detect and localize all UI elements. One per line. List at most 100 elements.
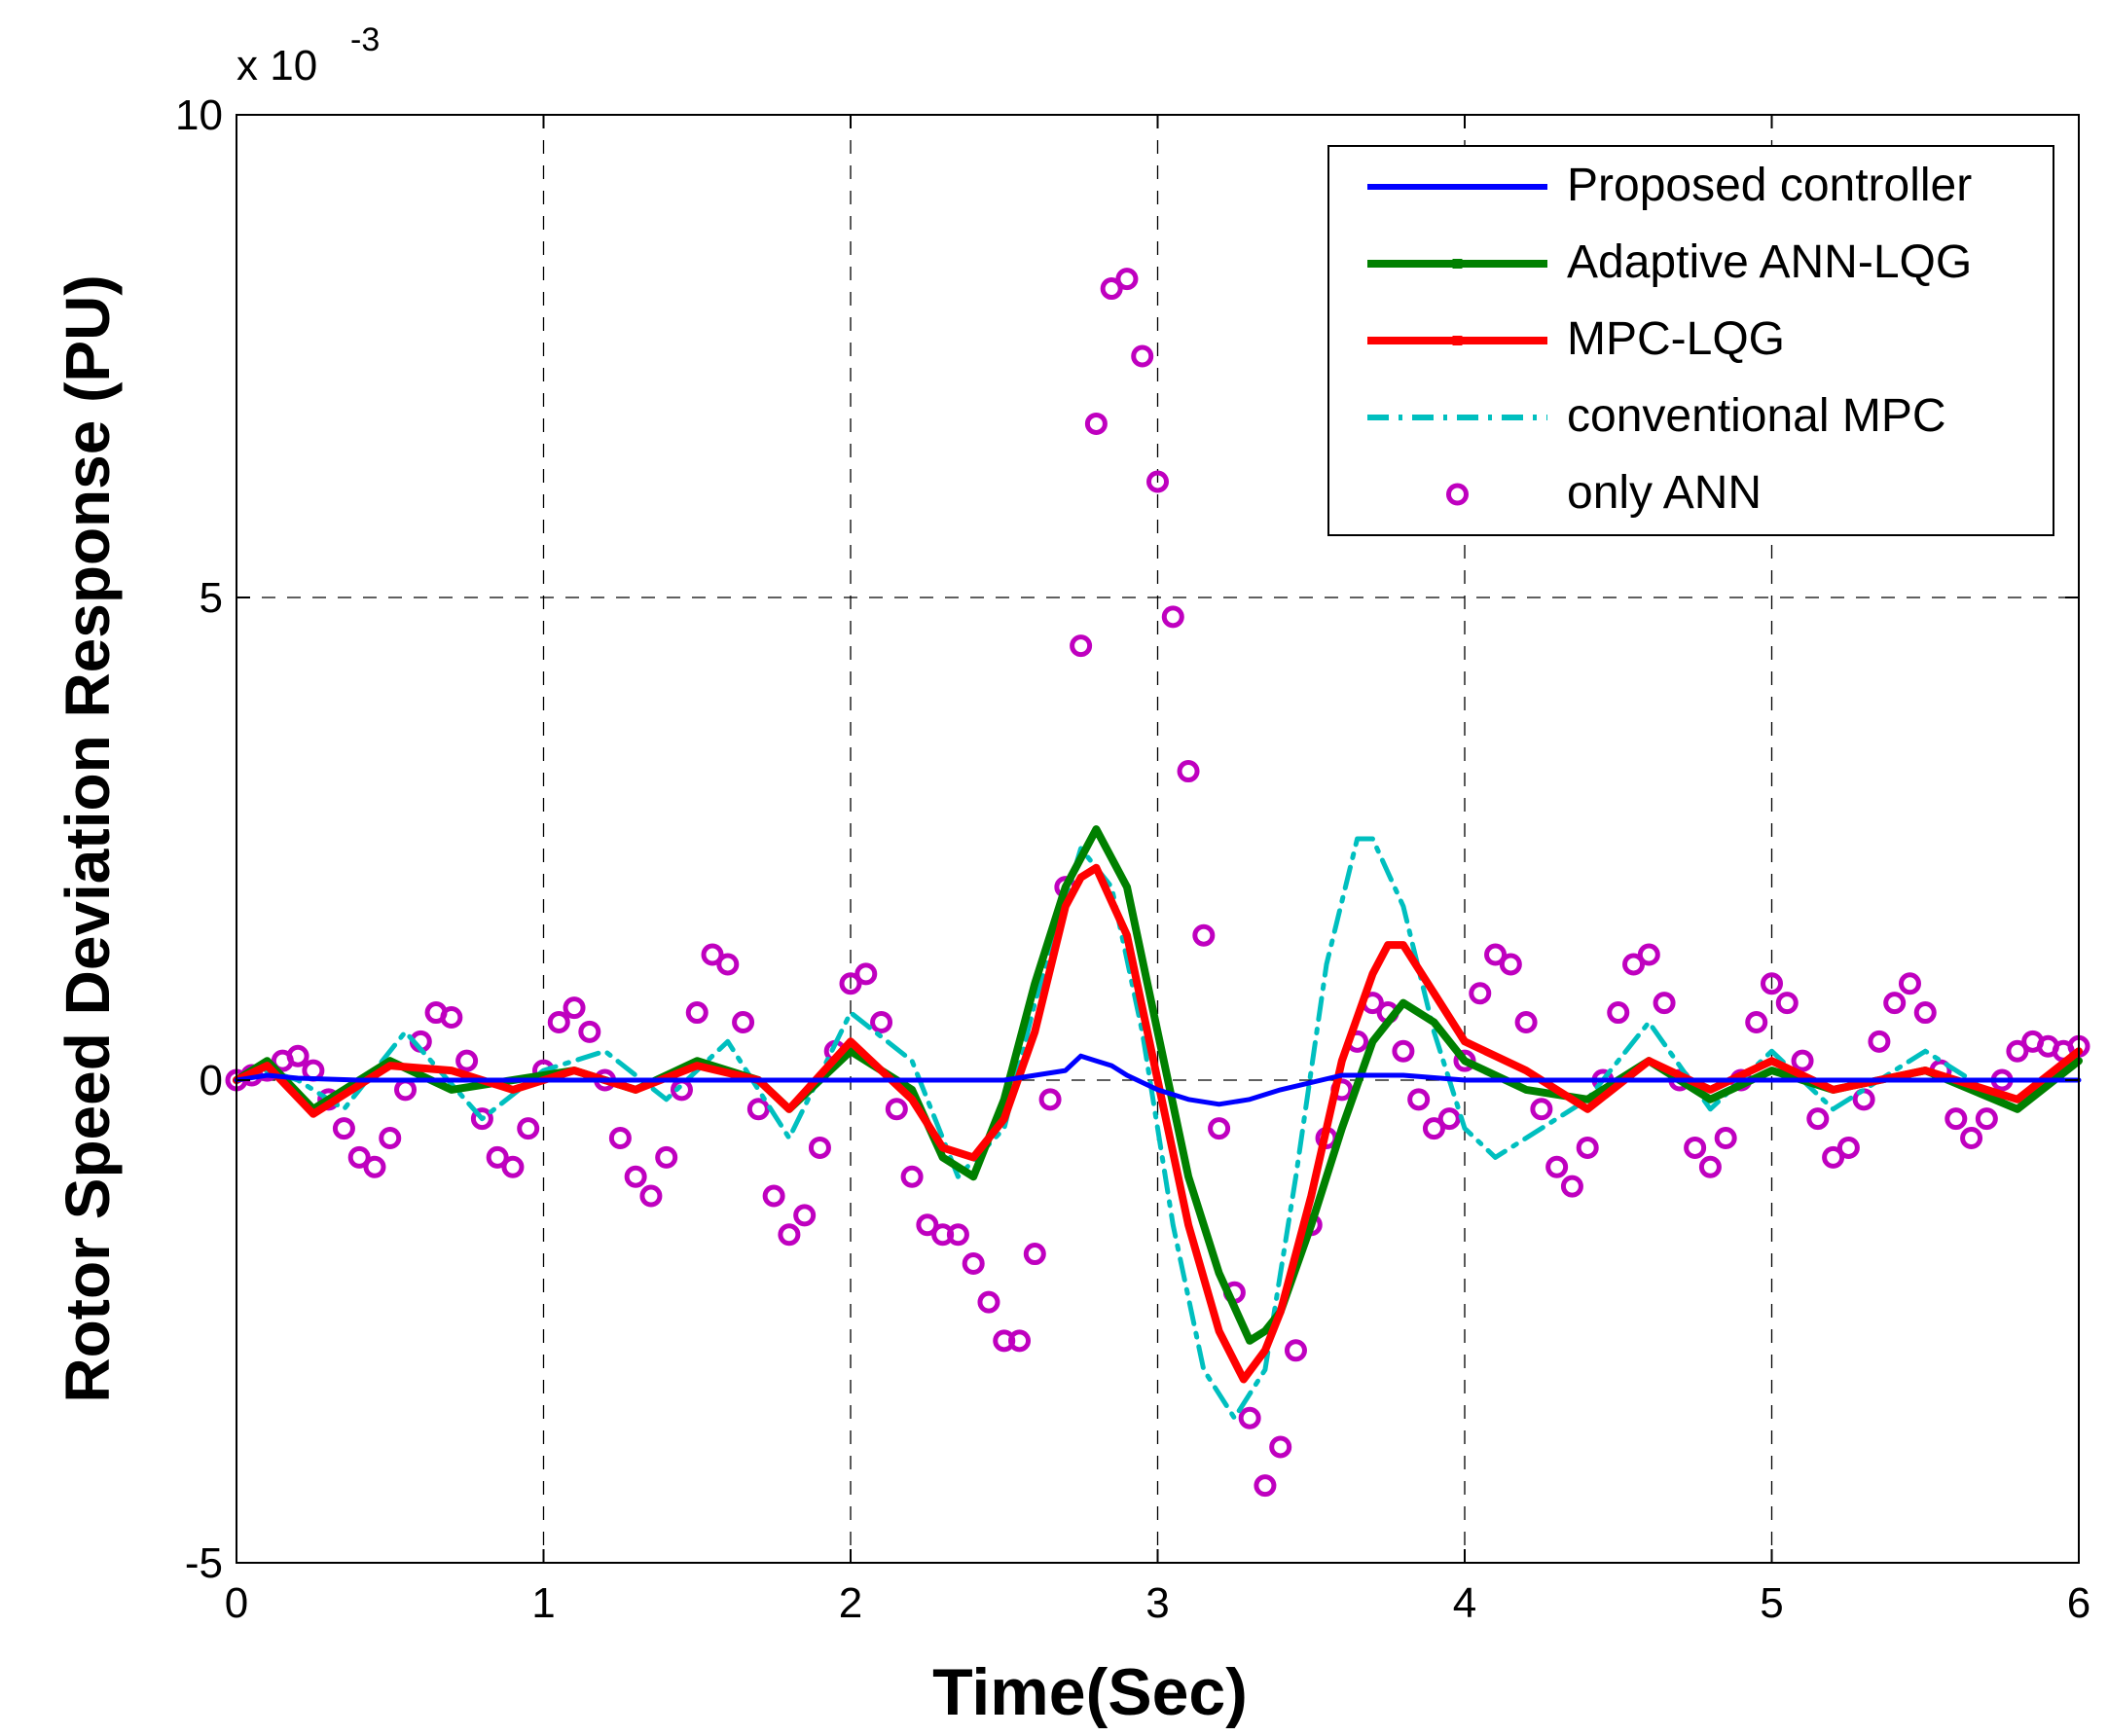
- series-line: [234, 1053, 2082, 1107]
- only-ann-point: [608, 1127, 632, 1150]
- y-axis-title: Rotor Speed Deviation Response (PU): [53, 274, 123, 1402]
- only-ann-point: [1422, 1117, 1445, 1140]
- only-ann-point: [455, 1049, 479, 1072]
- only-ann-point: [563, 996, 586, 1020]
- only-ann-point: [347, 1145, 371, 1169]
- only-ann-point: [1192, 923, 1216, 947]
- only-ann-point: [1407, 1088, 1431, 1111]
- only-ann-point: [1653, 992, 1676, 1015]
- series-conventional-mpc: [234, 836, 2082, 1421]
- only-ann-point: [1146, 470, 1169, 493]
- only-ann-point: [900, 1165, 924, 1188]
- only-ann-point: [1944, 1107, 1968, 1131]
- only-ann-point: [962, 1251, 985, 1275]
- only-ann-point: [1637, 943, 1660, 966]
- only-ann-point: [1960, 1127, 1983, 1150]
- only-ann-point: [379, 1127, 402, 1150]
- only-ann-point: [732, 1010, 755, 1033]
- only-ann-point: [746, 1098, 770, 1121]
- x-tick-label: 2: [839, 1579, 862, 1627]
- only-ann-point: [1836, 1136, 1860, 1159]
- legend-marker-only-ann: [1446, 483, 1469, 506]
- series-mpc-lqg: [233, 863, 2083, 1384]
- legend-marker-2: [1452, 336, 1463, 345]
- only-ann-point: [1392, 1039, 1415, 1063]
- only-ann-point: [470, 1107, 493, 1131]
- only-ann-point: [486, 1145, 509, 1169]
- only-ann-point: [363, 1155, 386, 1178]
- only-ann-point: [1469, 982, 1492, 1005]
- only-ann-point: [440, 1006, 463, 1030]
- x-tick-label: 5: [1760, 1579, 1783, 1627]
- only-ann-point: [1698, 1155, 1722, 1178]
- only-ann-point: [655, 1145, 678, 1169]
- y-exponent-base: x 10: [236, 42, 317, 90]
- x-tick-label: 4: [1453, 1579, 1476, 1627]
- only-ann-point: [1775, 992, 1799, 1015]
- only-ann-point: [1499, 953, 1522, 976]
- only-ann-point: [716, 953, 740, 976]
- only-ann-point: [501, 1155, 525, 1178]
- only-ann-point: [1514, 1010, 1538, 1033]
- y-tick-label: 5: [200, 574, 223, 622]
- legend-label-3: conventional MPC: [1567, 390, 1946, 442]
- legend-label-0: Proposed controller: [1567, 160, 1972, 211]
- only-ann-point: [685, 1001, 709, 1025]
- only-ann-point: [1684, 1136, 1707, 1159]
- y-tick-label: 10: [175, 91, 223, 139]
- only-ann-point: [808, 1136, 831, 1159]
- only-ann-point: [1254, 1474, 1277, 1498]
- x-tick-label: 0: [225, 1579, 248, 1627]
- only-ann-point: [1023, 1243, 1046, 1266]
- legend-label-1: Adaptive ANN-LQG: [1567, 236, 1972, 288]
- only-ann-point: [1269, 1435, 1292, 1459]
- only-ann-point: [1238, 1406, 1261, 1429]
- only-ann-point: [1975, 1107, 1998, 1131]
- only-ann-point: [1913, 1001, 1937, 1025]
- x-tick-label: 6: [2067, 1579, 2090, 1627]
- only-ann-point: [1284, 1339, 1307, 1362]
- only-ann-point: [624, 1165, 647, 1188]
- only-ann-point: [946, 1223, 969, 1247]
- only-ann-point: [1806, 1107, 1830, 1131]
- only-ann-point: [1791, 1049, 1814, 1072]
- series-line: [233, 863, 2083, 1384]
- only-ann-point: [1115, 268, 1139, 291]
- only-ann-point: [916, 1213, 939, 1237]
- only-ann-point: [1714, 1127, 1737, 1150]
- only-ann-point: [1868, 1030, 1891, 1053]
- only-ann-point: [854, 962, 878, 986]
- only-ann-point: [1038, 1088, 1062, 1111]
- only-ann-point: [870, 1010, 893, 1033]
- only-ann-point: [1177, 760, 1200, 783]
- legend-label-4: only ANN: [1567, 467, 1762, 519]
- only-ann-point: [1898, 972, 1921, 995]
- only-ann-point: [1883, 992, 1907, 1015]
- only-ann-point: [701, 943, 724, 966]
- only-ann-point: [1070, 634, 1093, 658]
- legend-label-2: MPC-LQG: [1567, 313, 1785, 365]
- only-ann-point: [286, 1044, 309, 1067]
- legend: Proposed controller Adaptive ANN-LQG MPC-…: [1327, 145, 2054, 536]
- only-ann-point: [1484, 943, 1508, 966]
- y-exponent-power: -3: [350, 21, 380, 58]
- x-axis-title: Time(Sec): [932, 1655, 1248, 1729]
- y-tick-label: -5: [185, 1539, 223, 1587]
- only-ann-point: [1622, 953, 1646, 976]
- only-ann-point: [1761, 972, 1783, 995]
- series-layer: [225, 268, 2090, 1498]
- only-ann-point: [1745, 1010, 1768, 1033]
- x-tick-label: 3: [1145, 1579, 1169, 1627]
- only-ann-point: [1437, 1107, 1461, 1131]
- only-ann-point: [762, 1184, 785, 1208]
- only-ann-point: [517, 1117, 540, 1140]
- only-ann-point: [1100, 277, 1123, 301]
- only-ann-point: [1084, 412, 1108, 435]
- only-ann-point: [1607, 1001, 1630, 1025]
- only-ann-point: [578, 1020, 601, 1043]
- only-ann-point: [1161, 605, 1184, 629]
- only-ann-point: [1131, 344, 1154, 368]
- only-ann-point: [1530, 1098, 1553, 1121]
- only-ann-point: [839, 972, 862, 995]
